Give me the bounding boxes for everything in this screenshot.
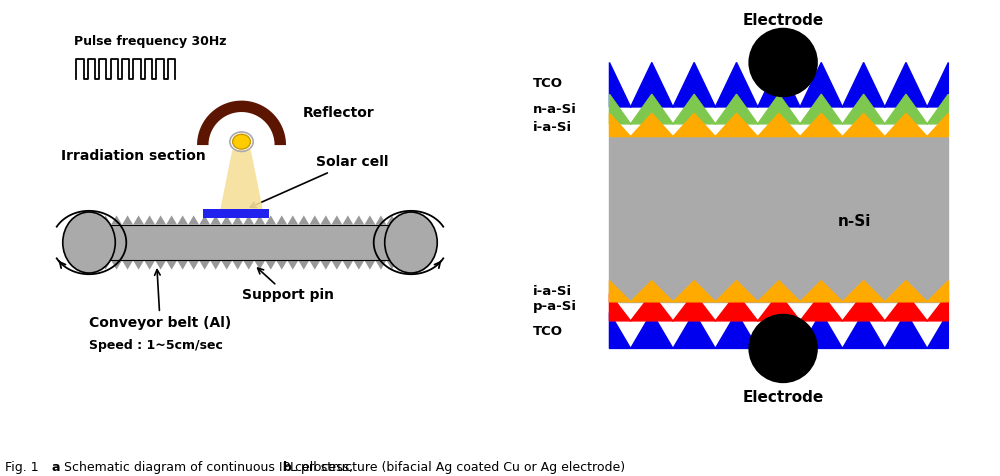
Polygon shape [298, 216, 309, 225]
Text: n-Si: n-Si [838, 214, 872, 229]
Text: cell structure (bifacial Ag coated Cu or Ag electrode): cell structure (bifacial Ag coated Cu or… [291, 461, 625, 474]
Polygon shape [210, 260, 221, 269]
Polygon shape [609, 62, 948, 107]
Text: i-a-Si: i-a-Si [533, 285, 572, 298]
Text: Schematic diagram of continuous IPL process,: Schematic diagram of continuous IPL proc… [60, 461, 357, 474]
Polygon shape [287, 216, 298, 225]
Text: Irradiation section: Irradiation section [61, 149, 206, 163]
Polygon shape [254, 260, 265, 269]
Polygon shape [342, 260, 353, 269]
Polygon shape [320, 216, 331, 225]
Polygon shape [144, 260, 155, 269]
Polygon shape [397, 260, 408, 269]
Polygon shape [364, 260, 375, 269]
Text: Solar cell: Solar cell [250, 155, 388, 208]
Text: TCO: TCO [533, 325, 563, 338]
Polygon shape [122, 216, 133, 225]
Text: Reflector: Reflector [303, 106, 375, 120]
Text: a: a [52, 461, 60, 474]
Polygon shape [133, 216, 144, 225]
Text: n-a-Si: n-a-Si [533, 102, 577, 116]
Polygon shape [155, 260, 166, 269]
Polygon shape [232, 260, 243, 269]
Bar [203, 209, 269, 218]
Circle shape [748, 28, 818, 97]
Polygon shape [199, 260, 210, 269]
Polygon shape [100, 216, 111, 225]
Polygon shape [89, 260, 100, 269]
Polygon shape [386, 216, 397, 225]
Bar [89, 225, 411, 260]
Polygon shape [144, 216, 155, 225]
Polygon shape [89, 216, 100, 225]
Polygon shape [309, 260, 320, 269]
Polygon shape [609, 293, 948, 321]
Polygon shape [386, 260, 397, 269]
Polygon shape [364, 216, 375, 225]
Polygon shape [309, 216, 320, 225]
Polygon shape [188, 216, 199, 225]
Polygon shape [111, 260, 122, 269]
Polygon shape [609, 312, 948, 348]
Polygon shape [609, 94, 948, 124]
Polygon shape [221, 260, 232, 269]
Polygon shape [243, 260, 254, 269]
Polygon shape [375, 216, 386, 225]
Polygon shape [177, 260, 188, 269]
Polygon shape [166, 216, 177, 225]
Polygon shape [210, 216, 221, 225]
Circle shape [748, 314, 818, 383]
Text: Conveyor belt (Al): Conveyor belt (Al) [89, 269, 231, 330]
Polygon shape [276, 260, 287, 269]
Polygon shape [221, 216, 232, 225]
Polygon shape [331, 216, 342, 225]
Polygon shape [254, 216, 265, 225]
Polygon shape [353, 216, 364, 225]
Ellipse shape [233, 134, 250, 149]
Text: Fig. 1: Fig. 1 [5, 461, 51, 474]
Polygon shape [188, 260, 199, 269]
Polygon shape [177, 216, 188, 225]
Polygon shape [199, 216, 210, 225]
Text: Electrode: Electrode [743, 12, 824, 28]
Polygon shape [133, 260, 144, 269]
Ellipse shape [385, 212, 437, 273]
Polygon shape [331, 260, 342, 269]
Polygon shape [197, 100, 286, 145]
Polygon shape [232, 216, 243, 225]
Text: Pulse frequency 30Hz: Pulse frequency 30Hz [74, 35, 227, 48]
Polygon shape [243, 216, 254, 225]
Polygon shape [111, 216, 122, 225]
Text: Support pin: Support pin [242, 268, 334, 302]
Polygon shape [298, 260, 309, 269]
Polygon shape [320, 260, 331, 269]
Polygon shape [100, 260, 111, 269]
Polygon shape [353, 260, 364, 269]
Polygon shape [342, 216, 353, 225]
Polygon shape [287, 260, 298, 269]
Text: TCO: TCO [533, 77, 563, 90]
Polygon shape [220, 150, 263, 209]
Polygon shape [397, 216, 408, 225]
Polygon shape [609, 281, 948, 302]
Polygon shape [276, 216, 287, 225]
Polygon shape [265, 216, 276, 225]
Text: Speed : 1~5cm/sec: Speed : 1~5cm/sec [89, 338, 223, 352]
Polygon shape [265, 260, 276, 269]
Polygon shape [166, 260, 177, 269]
Polygon shape [375, 260, 386, 269]
Polygon shape [609, 113, 948, 137]
Text: i-a-Si: i-a-Si [533, 121, 572, 134]
Polygon shape [122, 260, 133, 269]
Text: b: b [283, 461, 292, 474]
Ellipse shape [63, 212, 115, 273]
Polygon shape [155, 216, 166, 225]
Text: p-a-Si: p-a-Si [533, 300, 577, 313]
Text: Electrode: Electrode [743, 390, 824, 405]
